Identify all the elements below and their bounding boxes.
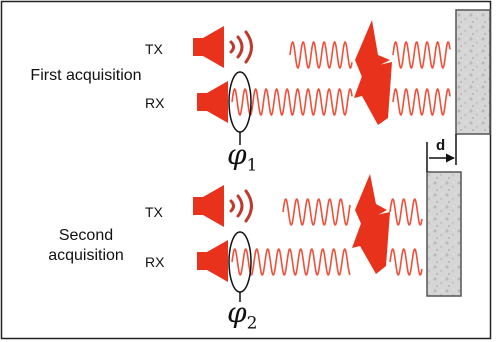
tx-wave-second-b — [389, 198, 423, 226]
rx-wave-second-b — [389, 248, 423, 276]
speaker-tx-first — [193, 26, 224, 68]
tx-wave-first-b — [392, 40, 451, 70]
waves-layer — [231, 40, 451, 276]
wall-first — [455, 9, 491, 135]
rx-label-first: RX — [145, 95, 165, 111]
reflection-arrow-back-first — [354, 62, 392, 125]
speaker-rx-second — [197, 240, 228, 282]
reflection-arrows-first — [354, 20, 392, 125]
sound-arcs-second — [229, 189, 253, 223]
tx-wave-second-a — [282, 198, 351, 226]
speaker-tx-second — [193, 185, 224, 227]
reflection-arrow-forward-first — [355, 20, 390, 104]
rx-wave-second-a — [231, 248, 351, 276]
rx-wave-first-b — [392, 87, 451, 117]
acquisition-label-second: Second acquisition — [48, 227, 124, 264]
tx-wave-first-a — [289, 40, 353, 70]
wall-second — [426, 171, 462, 297]
tx-label-first: TX — [145, 41, 163, 57]
rx-label-second: RX — [145, 254, 165, 270]
acquisition-label-first: First acquisition — [30, 67, 142, 84]
reflection-arrows-second — [352, 174, 390, 274]
sound-arcs-first — [229, 30, 253, 64]
speaker-rx-first — [197, 81, 228, 123]
reflection-arrow-back-second — [352, 212, 390, 274]
tx-label-second: TX — [145, 204, 163, 220]
rx-wave-first-a — [231, 87, 353, 117]
displacement-label: d — [436, 137, 446, 154]
phase-label-first: φ1 — [227, 138, 258, 176]
phase-label-second: φ2 — [227, 296, 258, 334]
